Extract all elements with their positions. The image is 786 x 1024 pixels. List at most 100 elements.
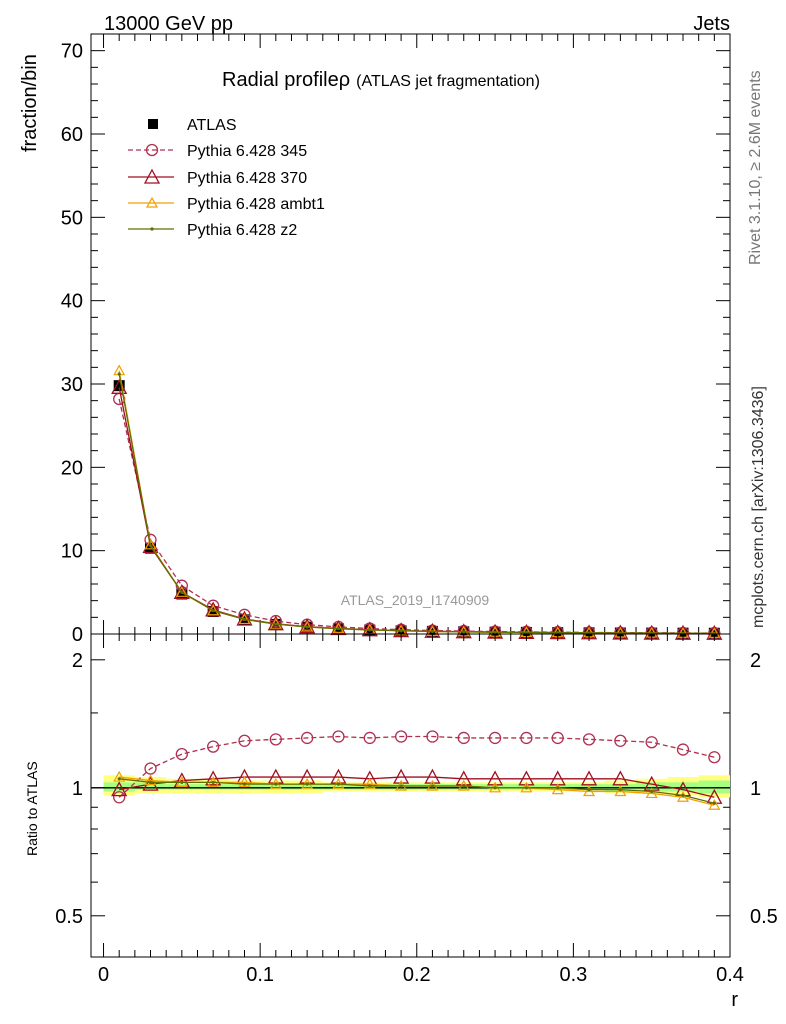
ratio-point-p370 xyxy=(612,770,629,786)
ratio-line-p370 xyxy=(119,776,715,798)
data-point-atlas xyxy=(176,588,188,600)
ratio-point-z2 xyxy=(493,786,497,790)
ratio-y-tick-label: 1 xyxy=(72,778,83,800)
ratio-point-z2 xyxy=(712,801,716,805)
ratio-point-z2 xyxy=(587,788,591,792)
legend-label-p345: Pythia 6.428 345 xyxy=(187,143,307,160)
ratio-point-z2 xyxy=(524,786,528,790)
data-point-atlas xyxy=(145,542,157,554)
ratio-point-z2 xyxy=(462,784,466,788)
ratio-point-p345 xyxy=(582,733,596,746)
legend-label-atlas: ATLAS xyxy=(187,117,237,134)
legend-item-ambt1: Pythia 6.428 ambt1 xyxy=(128,196,325,213)
ratio-point-p345 xyxy=(457,731,470,745)
ratio-series-z2 xyxy=(117,777,716,805)
legend-marker-p345 xyxy=(145,143,159,157)
rivet-version-label: Rivet 3.1.10, ≥ 2.6M events xyxy=(747,70,764,265)
ratio-point-z2 xyxy=(274,782,278,786)
legend-label-z2: Pythia 6.428 z2 xyxy=(187,222,297,239)
top-y-tick-label: 50 xyxy=(61,207,83,229)
uncertainty-band-inner xyxy=(698,780,730,794)
data-point-z2 xyxy=(462,630,466,634)
legend: ATLAS Pythia 6.428 345 Pythia 6.428 370 … xyxy=(128,117,325,239)
ratio-point-ambt1 xyxy=(614,785,627,797)
uncertainty-band-inner xyxy=(667,782,699,792)
ratio-point-ambt1 xyxy=(363,777,376,789)
ratio-point-z2 xyxy=(336,782,341,786)
data-point-z2 xyxy=(180,590,184,594)
ratio-point-p345 xyxy=(144,762,157,775)
ratio-point-p370 xyxy=(393,768,410,784)
data-point-z2 xyxy=(117,372,121,376)
x-tick-label: 0 xyxy=(98,964,109,986)
ratio-point-p345 xyxy=(614,734,627,747)
data-point-z2 xyxy=(148,544,153,548)
ratio-point-p345 xyxy=(551,731,564,745)
legend-marker-ambt1 xyxy=(145,196,159,208)
ratio-point-z2 xyxy=(368,784,372,788)
data-point-ambt1 xyxy=(175,586,188,597)
x-tick-label: 0.4 xyxy=(716,964,744,986)
ratio-point-z2 xyxy=(556,786,560,790)
ratio-point-p345 xyxy=(520,731,533,745)
ratio-point-z2 xyxy=(180,780,184,784)
top-y-tick-label: 10 xyxy=(61,541,83,563)
ratio-point-z2 xyxy=(242,782,247,786)
ratio-y-tick-label: 2 xyxy=(72,650,83,672)
header-process-label: Jets xyxy=(693,13,730,35)
top-y-tick-label: 20 xyxy=(61,457,83,479)
ratio-point-ambt1 xyxy=(708,798,721,810)
ratio-point-p345 xyxy=(363,731,376,745)
data-point-z2 xyxy=(430,629,435,634)
ratio-point-ambt1 xyxy=(238,776,251,787)
mcplots-label: mcplots.cern.ch [arXiv:1306.3436] xyxy=(750,386,767,628)
data-point-z2 xyxy=(242,617,247,622)
top-y-tick-label: 40 xyxy=(61,291,83,313)
ratio-point-p370 xyxy=(518,770,535,786)
ratio-point-p345 xyxy=(175,747,188,761)
uncertainty-band-inner xyxy=(103,782,135,792)
ratio-point-p345 xyxy=(300,731,314,745)
data-point-atlas xyxy=(113,380,125,392)
top-y-tick-label: 0 xyxy=(72,624,83,646)
chart-title-sub: (ATLAS jet fragmentation) xyxy=(356,73,540,90)
ratio-point-ambt1 xyxy=(676,791,690,802)
ratio-plot-frame xyxy=(90,633,731,958)
ratio-point-p345 xyxy=(113,791,126,804)
ratio-series-p345 xyxy=(113,730,721,804)
ratio-point-z2 xyxy=(305,782,309,786)
legend-marker-p370 xyxy=(143,168,161,184)
ratio-y-tick-label-right: 1 xyxy=(750,778,761,800)
legend-marker-atlas xyxy=(148,119,158,129)
ratio-point-p345 xyxy=(426,730,439,743)
ratio-point-p345 xyxy=(207,740,220,753)
ratio-point-p345 xyxy=(488,731,502,745)
uncertainty-band-inner xyxy=(636,782,668,792)
x-axis-label: r xyxy=(731,989,738,1011)
chart-title: Radial profileρ (ATLAS jet fragmentation) xyxy=(222,69,540,91)
chart-title-main: Radial profile xyxy=(222,69,339,91)
ratio-point-z2 xyxy=(117,777,121,781)
data-point-z2 xyxy=(274,622,278,626)
ratio-point-p370 xyxy=(205,770,222,786)
ratio-point-ambt1 xyxy=(551,783,564,795)
analysis-watermark: ATLAS_2019_I1740909 xyxy=(341,592,490,608)
ratio-line-z2 xyxy=(119,778,715,804)
ratio-y-tick-label: 0.5 xyxy=(55,906,83,928)
data-point-ambt1 xyxy=(144,538,157,550)
ratio-y-tick-label-right: 0.5 xyxy=(750,906,778,928)
header-energy-label: 13000 GeV pp xyxy=(104,13,233,35)
legend-item-atlas: ATLAS xyxy=(148,117,237,134)
uncertainty-band-inner xyxy=(291,784,323,790)
ratio-y-tick-label-right: 2 xyxy=(750,650,761,672)
series-z2 xyxy=(117,372,716,635)
chart-title-symbol: ρ xyxy=(339,69,350,91)
ratio-point-ambt1 xyxy=(144,774,157,786)
legend-item-p370: Pythia 6.428 370 xyxy=(128,168,307,187)
ratio-point-p345 xyxy=(676,743,690,756)
ratio-point-z2 xyxy=(681,793,685,797)
ratio-point-z2 xyxy=(148,780,153,784)
ratio-point-p370 xyxy=(580,770,598,786)
ratio-point-p345 xyxy=(394,730,408,743)
